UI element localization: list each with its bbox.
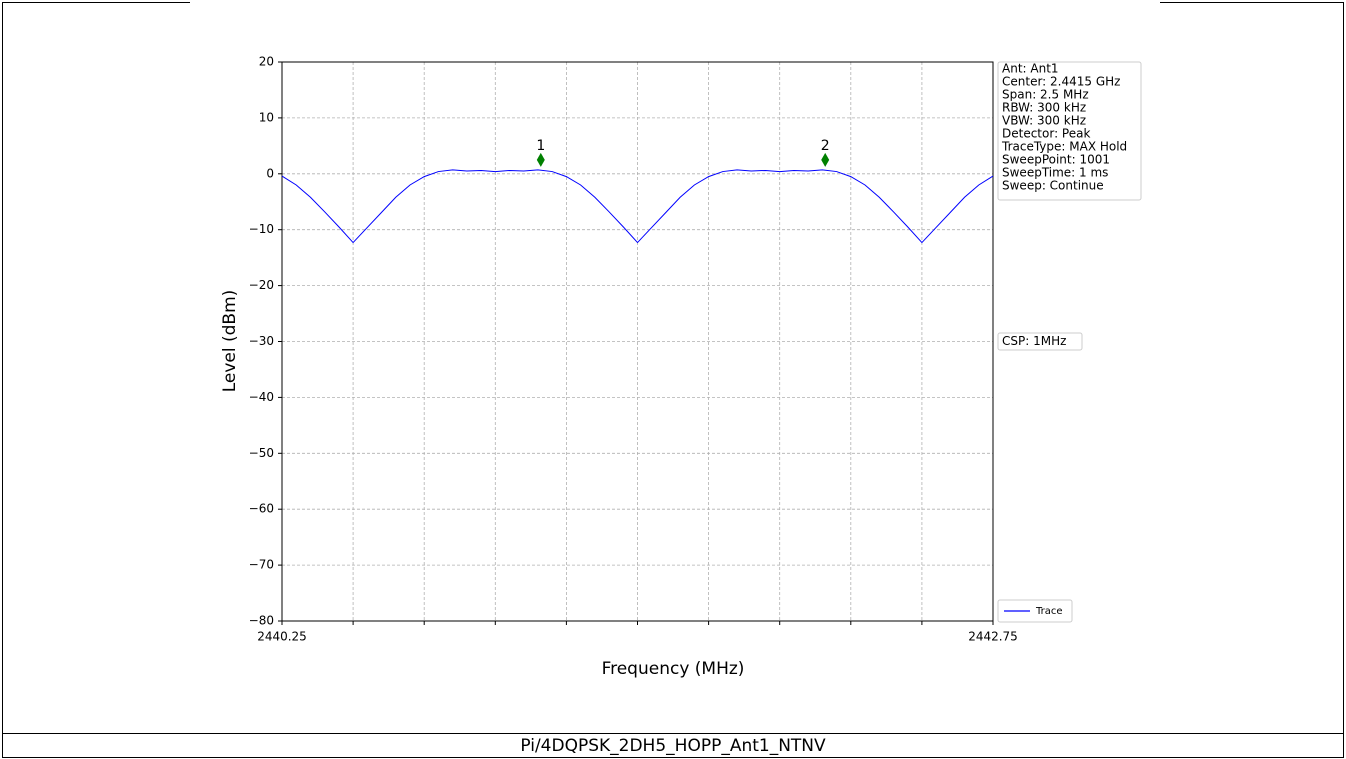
y-tick-label: 20 [259, 55, 274, 69]
info-line: RBW: 300 kHz [1002, 101, 1086, 115]
info-box [997, 61, 1142, 201]
info-line: Center: 2.4415 GHz [1002, 75, 1120, 89]
y-tick-label: 10 [259, 110, 274, 124]
x-tick-label: 2440.25 [257, 630, 307, 644]
y-tick-label: −50 [249, 446, 274, 460]
legend-box [997, 599, 1073, 623]
plot-border [281, 61, 994, 622]
x-tick-label: 2442.75 [968, 630, 1018, 644]
legend-label: Trace [1035, 606, 1063, 617]
csp-box [997, 332, 1083, 351]
info-line: Ant: Ant1 [1002, 62, 1059, 76]
info-line: Sweep: Continue [1002, 179, 1104, 193]
y-tick-label: −70 [249, 558, 274, 572]
marker [821, 152, 830, 167]
x-axis-label: Frequency (MHz) [602, 659, 745, 679]
y-tick-label: −30 [249, 334, 274, 348]
y-tick-label: −60 [249, 502, 274, 516]
y-tick-label: −10 [249, 222, 274, 236]
info-line: Detector: Peak [1002, 127, 1090, 141]
info-line: SweepPoint: 1001 [1002, 153, 1110, 167]
csp-text: CSP: 1MHz [1002, 334, 1066, 348]
caption: Pi/4DQPSK_2DH5_HOPP_Ant1_NTNV [520, 736, 826, 756]
y-tick-label: −40 [249, 390, 274, 404]
marker-label: 1 [536, 138, 545, 154]
y-tick-label: −20 [249, 278, 274, 292]
y-tick-label: 0 [266, 166, 274, 180]
marker-label: 2 [821, 138, 830, 154]
info-line: Span: 2.5 MHz [1002, 88, 1089, 102]
info-line: SweepTime: 1 ms [1002, 166, 1108, 180]
info-line: TraceType: MAX Hold [1001, 140, 1127, 154]
info-line: VBW: 300 kHz [1002, 114, 1086, 128]
y-tick-label: −80 [249, 614, 274, 628]
trace-line [281, 169, 994, 244]
y-axis-label: Level (dBm) [220, 290, 240, 393]
marker [536, 152, 545, 167]
